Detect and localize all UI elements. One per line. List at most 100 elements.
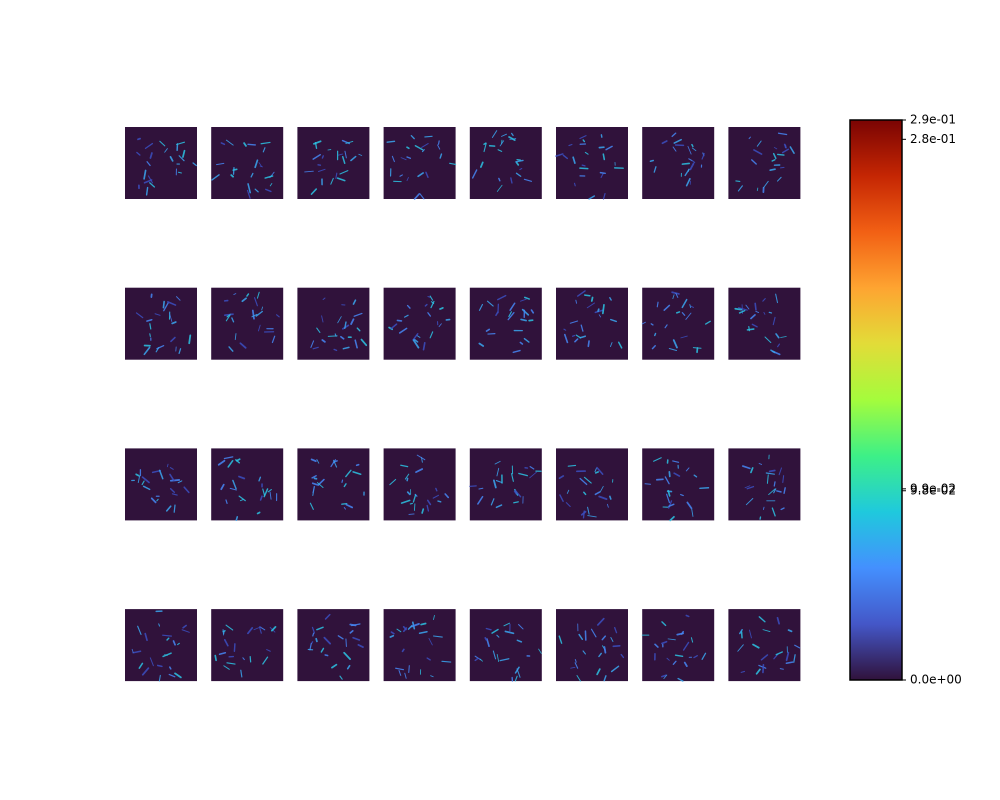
speckle	[491, 130, 498, 138]
speckle	[132, 650, 142, 654]
speckle	[312, 632, 315, 637]
speckle	[257, 324, 261, 332]
speckle	[352, 299, 357, 305]
speckle	[391, 155, 395, 163]
speckle	[144, 142, 154, 150]
speckle	[680, 630, 684, 635]
speckle	[685, 178, 691, 187]
speckle	[135, 312, 144, 319]
colorbar-tick-label: 9.9e-02	[910, 481, 956, 495]
speckle	[410, 622, 420, 628]
speckle	[230, 174, 234, 178]
speckle	[691, 508, 694, 517]
speckle	[169, 473, 175, 482]
speckle	[590, 296, 594, 302]
speckle	[398, 669, 402, 676]
heatmap-panel	[469, 448, 542, 521]
speckle	[343, 483, 347, 488]
speckle	[389, 478, 397, 486]
speckle	[484, 637, 488, 641]
speckle	[341, 479, 344, 483]
speckle	[246, 293, 250, 297]
speckle	[168, 673, 176, 678]
heatmap-panel	[556, 448, 628, 521]
speckle	[614, 626, 618, 634]
speckle	[683, 661, 688, 667]
speckle	[430, 675, 434, 678]
speckle	[530, 309, 535, 314]
speckle	[565, 502, 571, 508]
speckle	[520, 298, 527, 302]
speckle	[582, 650, 586, 655]
speckle	[403, 627, 408, 633]
speckle	[562, 154, 569, 160]
speckle	[229, 487, 237, 491]
speckle	[745, 304, 750, 310]
speckle	[238, 495, 246, 502]
speckle	[508, 136, 516, 141]
speckle	[571, 334, 576, 337]
speckle	[594, 467, 597, 473]
speckle	[674, 654, 684, 658]
speckle	[510, 177, 513, 184]
heatmap-panel	[469, 287, 542, 360]
speckle	[188, 334, 192, 345]
speckle	[649, 159, 654, 163]
speckle	[762, 629, 771, 633]
speckle	[400, 464, 409, 468]
speckle	[650, 323, 654, 326]
speckle	[474, 657, 479, 662]
speckle	[772, 316, 776, 326]
speckle	[417, 172, 424, 178]
speckle	[158, 469, 164, 480]
speckle	[223, 456, 234, 460]
speckle	[309, 502, 314, 510]
speckle	[669, 515, 675, 522]
speckle	[171, 321, 177, 325]
speckle	[777, 132, 788, 136]
speckle	[226, 662, 236, 665]
speckle	[223, 313, 234, 317]
speckle	[523, 178, 533, 182]
speckle	[575, 299, 578, 304]
speckle	[426, 504, 430, 512]
speckle	[135, 473, 140, 477]
speckle	[239, 498, 244, 502]
speckle	[432, 494, 440, 499]
speckle	[426, 499, 432, 506]
speckle	[266, 649, 271, 652]
speckle	[352, 471, 362, 476]
speckle	[414, 144, 424, 151]
heatmap-panel	[728, 127, 801, 199]
speckle	[573, 182, 576, 187]
speckle	[583, 476, 592, 484]
speckle	[688, 158, 693, 162]
speckle	[137, 137, 141, 141]
speckle	[262, 656, 269, 665]
heatmap-panel	[641, 287, 715, 360]
speckle	[511, 132, 514, 137]
speckle	[772, 152, 777, 160]
speckle	[685, 312, 692, 320]
speckle	[597, 308, 600, 312]
speckle	[491, 628, 499, 634]
speckle	[211, 174, 220, 181]
speckle	[755, 668, 761, 675]
speckle	[324, 613, 331, 620]
speckle	[343, 651, 351, 660]
speckle	[444, 493, 450, 499]
panel-background	[642, 448, 715, 521]
speckle	[739, 629, 743, 635]
speckle	[672, 460, 680, 463]
speckle	[681, 162, 690, 165]
speckle	[685, 614, 690, 618]
speckle	[259, 626, 262, 634]
speckle	[610, 637, 614, 642]
speckle	[309, 642, 312, 651]
speckle	[667, 489, 671, 497]
speckle	[672, 146, 677, 152]
speckle	[773, 147, 778, 150]
speckle	[316, 327, 321, 333]
speckle	[582, 139, 586, 143]
speckle	[521, 308, 530, 316]
